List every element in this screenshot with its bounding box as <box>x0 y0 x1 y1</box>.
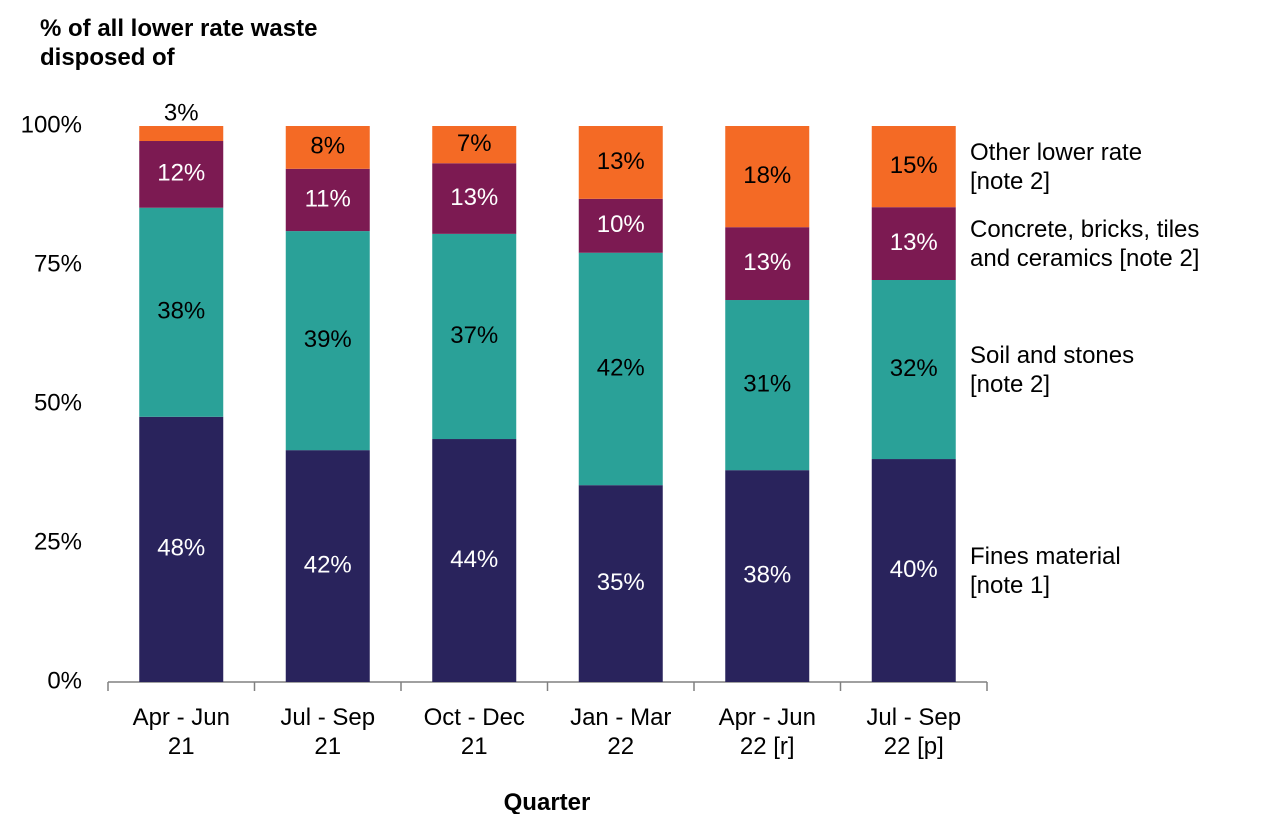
x-axis-title: Quarter <box>503 789 591 814</box>
bar-segment <box>871 459 956 682</box>
data-label: 44% <box>450 546 498 573</box>
data-label: 18% <box>743 162 791 189</box>
data-label: 42% <box>597 354 645 381</box>
x-tick-label: Oct - Dec 21 <box>423 704 525 760</box>
data-label: 38% <box>743 561 791 588</box>
bar-segment <box>578 126 663 199</box>
data-label: 40% <box>890 556 938 583</box>
bar-segment <box>285 231 370 451</box>
bar-segment <box>285 126 370 169</box>
bar-segment <box>432 233 517 440</box>
data-label: 7% <box>457 130 492 157</box>
bar-segment <box>432 163 517 234</box>
bar-segment <box>139 416 224 682</box>
data-label: 39% <box>304 326 352 353</box>
data-label: 38% <box>157 298 205 325</box>
x-tick-label: Jul - Sep 22 [p] <box>866 704 962 760</box>
data-label: 37% <box>450 322 498 349</box>
data-label: 3% <box>164 99 199 126</box>
y-tick-label: 75% <box>34 250 82 277</box>
bar-segment <box>285 450 370 682</box>
legend-label: Concrete, bricks, tiles and ceramics [no… <box>970 215 1200 272</box>
bar-segment <box>725 126 810 228</box>
x-tick-label: Jul - Sep 21 <box>280 704 376 760</box>
bar-segment <box>578 252 663 486</box>
legend-label: Fines material [note 1] <box>970 542 1121 599</box>
x-tick-label: Apr - Jun 21 <box>132 704 230 760</box>
bar-segment <box>285 168 370 232</box>
x-tick-label: Apr - Jun 22 [r] <box>718 704 816 760</box>
data-label: 31% <box>743 370 791 397</box>
y-tick-label: 0% <box>47 667 82 694</box>
data-label: 13% <box>890 229 938 256</box>
data-label: 48% <box>157 535 205 562</box>
data-label: 12% <box>157 160 205 187</box>
data-label: 13% <box>450 184 498 211</box>
bar-segment <box>725 470 810 682</box>
data-label: 35% <box>597 569 645 596</box>
x-tick-label: Jan - Mar 22 <box>570 704 672 760</box>
y-tick-label: 100% <box>21 111 82 138</box>
data-label: 13% <box>597 148 645 175</box>
data-label: 13% <box>743 249 791 276</box>
bar-segment <box>578 485 663 682</box>
data-label: 11% <box>305 185 351 212</box>
legend-label: Other lower rate [note 2] <box>970 138 1143 195</box>
bar-segment <box>578 198 663 253</box>
y-tick-label: 50% <box>34 389 82 416</box>
y-axis-title: % of all lower rate waste disposed of <box>40 15 318 71</box>
data-label: 15% <box>890 152 938 179</box>
data-label: 8% <box>310 133 345 160</box>
bar-segment <box>139 126 224 142</box>
bar-segment <box>432 126 517 164</box>
data-label: 10% <box>597 211 645 238</box>
bar-segment <box>871 280 956 460</box>
bar-segment <box>139 207 224 417</box>
bar-segment <box>871 207 956 281</box>
legend-label: Soil and stones [note 2] <box>970 341 1135 398</box>
bar-segment <box>725 300 810 471</box>
bar-segment <box>871 126 956 208</box>
bar-segment <box>725 227 810 301</box>
data-label: 42% <box>304 551 352 578</box>
bar-segment <box>432 439 517 682</box>
data-label: 32% <box>890 355 938 382</box>
y-tick-label: 25% <box>34 528 82 555</box>
bar-segment <box>139 141 224 208</box>
